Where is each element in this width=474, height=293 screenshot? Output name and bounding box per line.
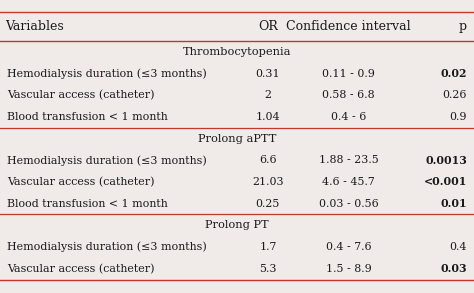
Text: Prolong PT: Prolong PT <box>205 220 269 230</box>
Text: 0.4: 0.4 <box>449 242 467 252</box>
Text: 4.6 - 45.7: 4.6 - 45.7 <box>322 177 375 187</box>
Text: Blood transfusion < 1 month: Blood transfusion < 1 month <box>7 199 168 209</box>
Text: <0.001: <0.001 <box>423 176 467 188</box>
Text: 0.01: 0.01 <box>440 198 467 209</box>
Text: 0.26: 0.26 <box>442 90 467 100</box>
Text: 2: 2 <box>264 90 271 100</box>
Text: p: p <box>459 20 467 33</box>
Text: 0.02: 0.02 <box>440 68 467 79</box>
Text: 6.6: 6.6 <box>259 155 277 165</box>
Text: 5.3: 5.3 <box>259 264 276 274</box>
Text: Vascular access (catheter): Vascular access (catheter) <box>7 90 155 100</box>
Text: Variables: Variables <box>5 20 64 33</box>
Text: 1.88 - 23.5: 1.88 - 23.5 <box>319 155 378 165</box>
Text: Thrombocytopenia: Thrombocytopenia <box>183 47 291 57</box>
Text: Confidence interval: Confidence interval <box>286 20 410 33</box>
Text: 0.03 - 0.56: 0.03 - 0.56 <box>319 199 378 209</box>
Text: 0.31: 0.31 <box>255 69 280 79</box>
Text: 1.7: 1.7 <box>259 242 276 252</box>
Text: Hemodialysis duration (≤3 months): Hemodialysis duration (≤3 months) <box>7 242 207 252</box>
Text: 0.03: 0.03 <box>440 263 467 274</box>
Text: 0.58 - 6.8: 0.58 - 6.8 <box>322 90 375 100</box>
Text: 0.25: 0.25 <box>255 199 280 209</box>
Text: 0.0013: 0.0013 <box>425 155 467 166</box>
Text: Hemodialysis duration (≤3 months): Hemodialysis duration (≤3 months) <box>7 68 207 79</box>
Text: 21.03: 21.03 <box>252 177 283 187</box>
Text: 0.4 - 6: 0.4 - 6 <box>331 112 366 122</box>
Text: 1.5 - 8.9: 1.5 - 8.9 <box>326 264 371 274</box>
Text: 1.04: 1.04 <box>255 112 280 122</box>
Text: Hemodialysis duration (≤3 months): Hemodialysis duration (≤3 months) <box>7 155 207 166</box>
Text: OR: OR <box>258 20 278 33</box>
Text: Vascular access (catheter): Vascular access (catheter) <box>7 177 155 187</box>
Text: 0.9: 0.9 <box>449 112 467 122</box>
Text: 0.11 - 0.9: 0.11 - 0.9 <box>322 69 375 79</box>
Text: Blood transfusion < 1 month: Blood transfusion < 1 month <box>7 112 168 122</box>
Text: Prolong aPTT: Prolong aPTT <box>198 134 276 144</box>
Text: Vascular access (catheter): Vascular access (catheter) <box>7 263 155 274</box>
Text: 0.4 - 7.6: 0.4 - 7.6 <box>326 242 371 252</box>
